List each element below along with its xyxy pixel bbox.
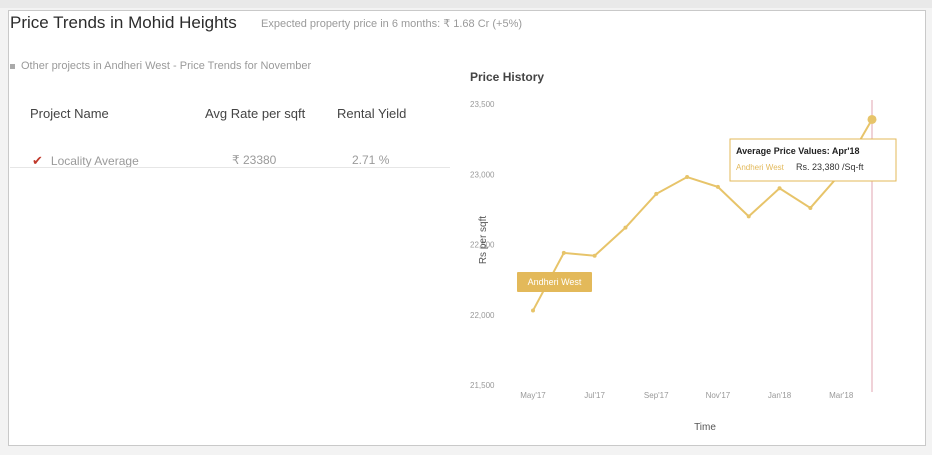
x-tick-label: May'17: [520, 391, 546, 400]
x-axis-label: Time: [694, 422, 716, 433]
x-tick-label: Jan'18: [768, 391, 792, 400]
column-avg-rate: Avg Rate per sqft: [205, 106, 306, 121]
other-projects-heading[interactable]: Other projects in Andheri West - Price T…: [10, 60, 311, 72]
project-name-value: Locality Average: [50, 154, 139, 168]
data-point: [592, 253, 597, 258]
data-point: [531, 308, 535, 313]
tooltip-box: [729, 138, 897, 182]
list-bullet-icon: [10, 63, 15, 69]
series-label-text: Andheri West: [528, 277, 582, 287]
data-point: [561, 250, 566, 255]
row-avg-rate: ₹ 23380: [232, 153, 277, 167]
price-trends-card: [8, 10, 926, 446]
tooltip-series: Andheri West: [736, 163, 785, 172]
y-tick-label: 22,500: [470, 241, 495, 250]
series-line-andheri-west: [532, 118, 873, 312]
data-point: [777, 186, 782, 191]
tooltip-value: Rs. 23,380 /Sq-ft: [796, 162, 864, 172]
data-point: [746, 214, 751, 219]
data-point: [654, 191, 659, 196]
data-point: [623, 225, 628, 230]
page-title: Price Trends in Mohid Heights: [10, 13, 237, 32]
data-point: [867, 114, 877, 124]
top-shadow: [0, 0, 932, 8]
check-icon: ✔: [32, 153, 43, 168]
x-tick-label: Sep'17: [644, 391, 669, 400]
y-tick-label: 23,000: [470, 170, 495, 179]
y-tick-label: 23,500: [470, 100, 495, 109]
data-point: [715, 184, 720, 189]
tooltip-title: Average Price Values: Apr'18: [736, 146, 860, 156]
other-projects-label: Other projects in Andheri West - Price T…: [21, 60, 312, 72]
series-label-box: [517, 272, 592, 292]
x-tick-label: Jul'17: [584, 391, 605, 400]
data-point: [808, 205, 813, 210]
y-tick-label: 22,000: [470, 311, 495, 320]
y-tick-label: 21,500: [470, 381, 495, 390]
column-project-name: Project Name: [30, 106, 109, 121]
column-rental-yield: Rental Yield: [337, 106, 407, 121]
data-point: [685, 175, 690, 180]
expected-price-text: Expected property price in 6 months: ₹ 1…: [261, 18, 523, 30]
chart-title: Price History: [470, 70, 545, 84]
y-axis-label: Rs per sqft: [478, 216, 489, 265]
table-divider: [10, 167, 450, 168]
x-tick-label: Nov'17: [706, 391, 731, 400]
row-rental-yield: 2.71 %: [352, 153, 390, 167]
row-project-name[interactable]: ✔ Locality Average: [32, 153, 139, 169]
x-tick-label: Mar'18: [829, 391, 854, 400]
